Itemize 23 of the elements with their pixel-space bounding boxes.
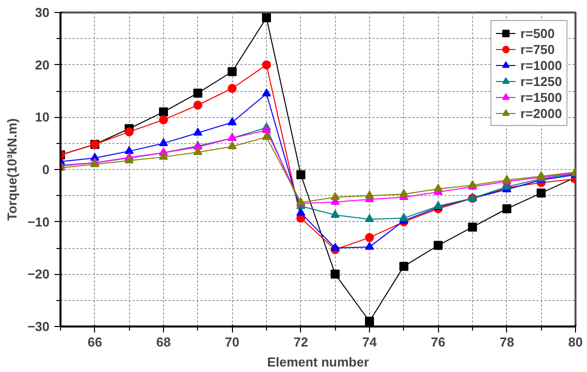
y-tick-label: 30 xyxy=(35,5,50,20)
x-tick-label: 76 xyxy=(430,334,446,350)
legend-label: r=2000 xyxy=(520,105,562,121)
x-tick-label: 66 xyxy=(88,334,102,350)
x-axis-title: Element number xyxy=(267,354,369,370)
x-tick-label: 70 xyxy=(224,334,240,350)
y-tick-label: 0 xyxy=(42,162,50,177)
y-tick-label: −30 xyxy=(27,319,50,334)
y-tick-label: −10 xyxy=(27,214,50,230)
x-tick-label: 72 xyxy=(294,334,308,350)
legend-label: r=750 xyxy=(520,41,555,57)
y-tick-label: 10 xyxy=(35,110,50,125)
x-tick-label: 74 xyxy=(362,334,378,350)
y-tick-label: −20 xyxy=(27,266,50,282)
legend-label: r=1000 xyxy=(520,57,562,73)
x-tick-label: 80 xyxy=(568,334,583,350)
legend-label: r=1250 xyxy=(520,73,562,89)
y-axis-title: Torque(10³kN.m) xyxy=(4,118,20,221)
x-tick-label: 78 xyxy=(500,334,514,350)
x-tick-label: 68 xyxy=(156,334,171,350)
y-tick-label: 20 xyxy=(35,57,50,72)
legend-label: r=1500 xyxy=(520,89,562,105)
legend-label: r=500 xyxy=(520,25,555,41)
